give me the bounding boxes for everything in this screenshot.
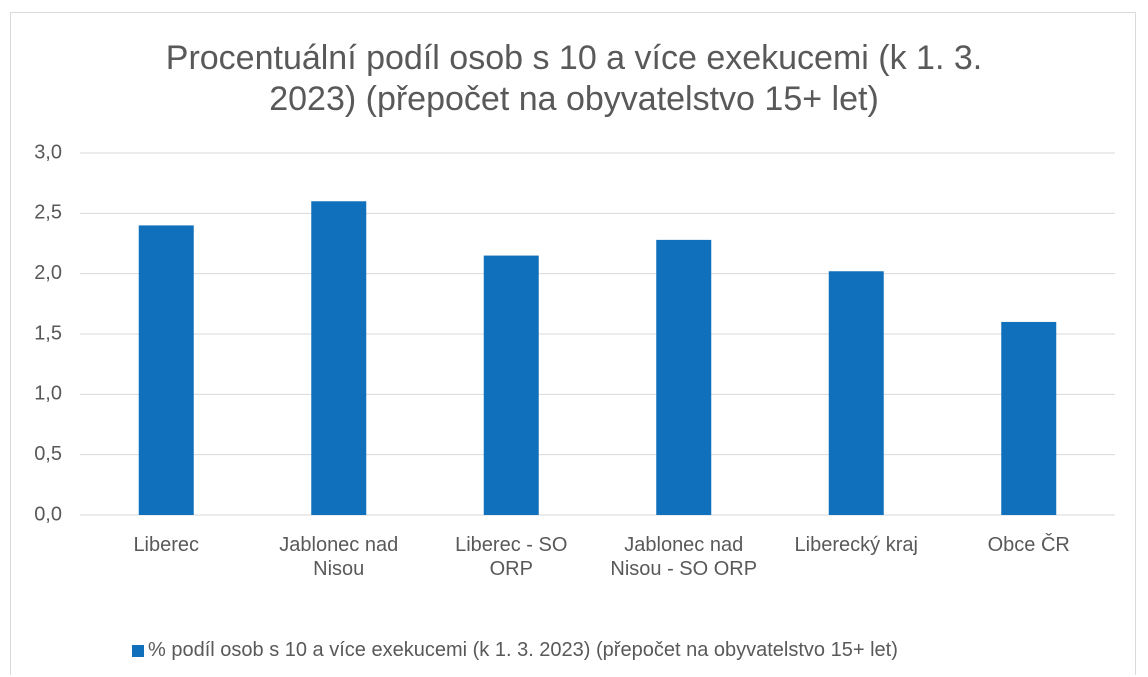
x-tick-label: Jablonec nad Nisou - SO ORP bbox=[610, 534, 758, 580]
bar bbox=[483, 255, 539, 516]
x-tick-label: Liberec bbox=[133, 534, 200, 556]
bar bbox=[656, 239, 712, 515]
x-tick-label: Liberec - SO ORP bbox=[455, 534, 568, 580]
x-tick-label: Liberecký kraj bbox=[794, 534, 918, 556]
chart-title: Procentuální podíl osob s 10 a více exek… bbox=[165, 39, 983, 118]
y-tick-label: 2,0 bbox=[34, 262, 62, 284]
y-tick-label: 0,0 bbox=[34, 503, 62, 525]
bar bbox=[311, 201, 367, 515]
bar bbox=[138, 225, 194, 515]
x-tick-label: Obce ČR bbox=[987, 534, 1070, 556]
y-tick-label: 2,5 bbox=[34, 202, 62, 224]
y-tick-label: 1,5 bbox=[34, 322, 62, 344]
legend-swatch bbox=[132, 644, 144, 657]
y-tick-label: 3,0 bbox=[34, 141, 62, 163]
bar bbox=[828, 271, 884, 515]
chart-frame bbox=[10, 12, 1136, 675]
bar bbox=[1001, 321, 1057, 515]
x-tick-label: Jablonec nad Nisou bbox=[279, 534, 399, 580]
legend-label: % podíl osob s 10 a více exekucemi (k 1.… bbox=[148, 639, 898, 661]
y-tick-label: 1,0 bbox=[34, 383, 62, 405]
y-tick-label: 0,5 bbox=[34, 443, 62, 465]
legend: % podíl osob s 10 a více exekucemi (k 1.… bbox=[132, 639, 898, 662]
